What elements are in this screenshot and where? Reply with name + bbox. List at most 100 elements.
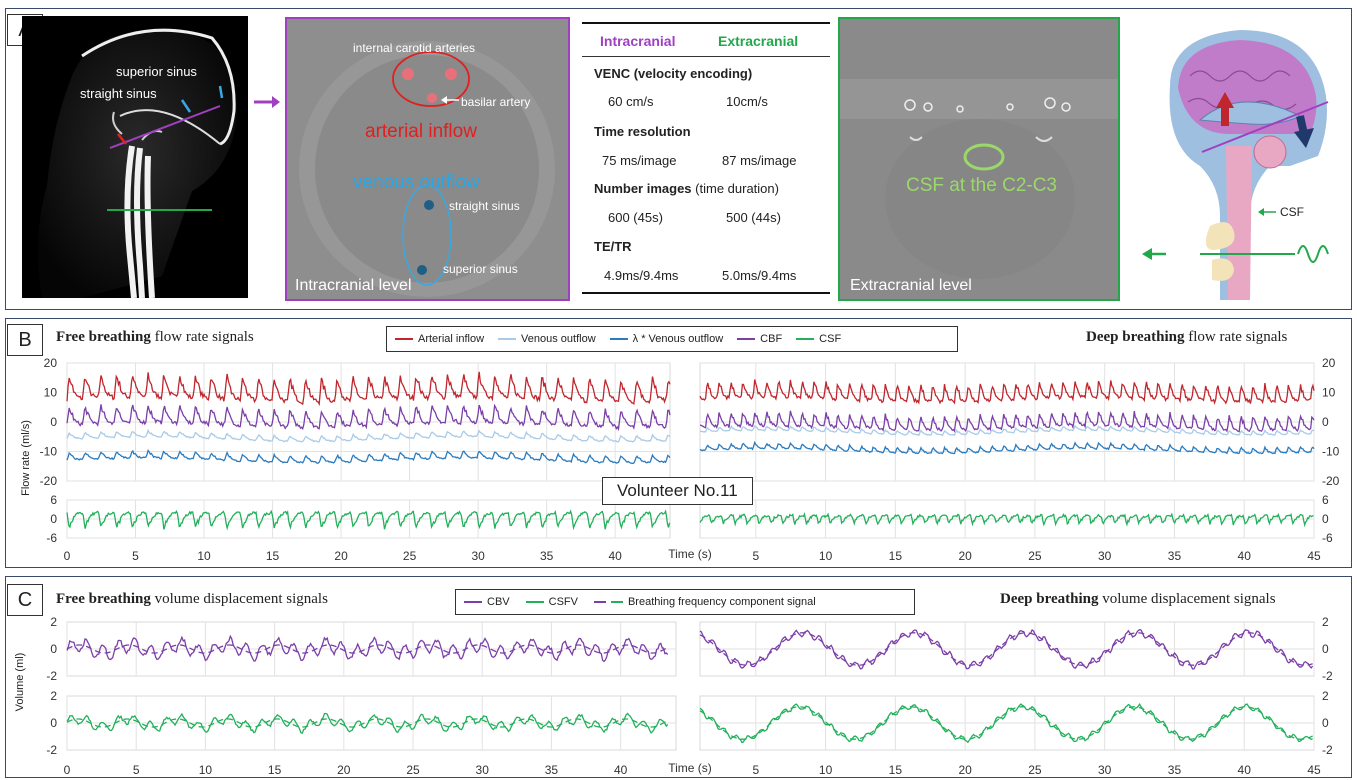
panel-b-title-right-rest: flow rate signals <box>1184 329 1288 345</box>
xtick-left-0: 0 <box>64 549 71 563</box>
ytick-left--20: -20 <box>40 474 58 488</box>
panel-b-ylabel: Flow rate (ml/s) <box>20 420 32 496</box>
panel-b-title-left-bold: Free breathing <box>56 329 151 345</box>
ytick-right-10: 10 <box>1322 386 1336 400</box>
xtick-right-5: 5 <box>752 549 759 563</box>
ytick-right--20: -20 <box>1322 474 1340 488</box>
xtick-right-40: 40 <box>1238 549 1252 563</box>
panel-c <box>5 576 1352 778</box>
panel-b <box>5 318 1352 568</box>
panel-b-title-right-bold: Deep breathing <box>1086 329 1185 345</box>
xtick-right-25: 25 <box>1028 763 1042 777</box>
xtick-left-40: 40 <box>614 763 628 777</box>
series-arterial-inflow-free <box>66 371 671 407</box>
xtick-left-35: 35 <box>540 549 554 563</box>
panel-c-title-left: Free breathing volume displacement signa… <box>56 591 328 608</box>
xtick-left-20: 20 <box>337 763 351 777</box>
xtick-left-5: 5 <box>133 763 140 777</box>
panel-c-title-left-rest: volume displacement signals <box>150 591 328 607</box>
ytick-left-0: 0 <box>50 415 57 429</box>
xtick-right-35: 35 <box>1168 763 1182 777</box>
ytick-left-top--2: -2 <box>46 669 57 683</box>
csf-diagram-label: CSF <box>1280 205 1304 219</box>
table-row-venc-v2: 10cm/s <box>726 94 768 109</box>
ytick-left-bottom-2: 2 <box>50 689 57 703</box>
series-cbv-free <box>66 634 669 663</box>
xtick-right-30: 30 <box>1098 763 1112 777</box>
table-row-time-header: Time resolution <box>594 124 691 139</box>
legend-csfv: CSFV <box>525 596 578 608</box>
panel-b-title-right: Deep breathing flow rate signals <box>1086 329 1287 346</box>
xtick-right-25: 25 <box>1028 549 1042 563</box>
xtick-left-30: 30 <box>476 763 490 777</box>
series-arterial-inflow-deep <box>699 379 1315 405</box>
panel-c-legend: CBV CSFV Breathing frequency component s… <box>455 589 915 615</box>
ytick-left-20: 20 <box>44 356 58 370</box>
ytick-right-bottom-0: 0 <box>1322 512 1329 526</box>
table-row-venc-v1: 60 cm/s <box>608 94 654 109</box>
panel-b-title-left-rest: flow rate signals <box>150 329 254 345</box>
panel-c-title-right-bold: Deep breathing <box>1000 591 1099 607</box>
series-cbf-deep <box>699 410 1315 433</box>
legend-lambda-venous: λ * Venous outflow <box>609 333 723 345</box>
series-venous-outflow-free <box>66 428 671 443</box>
xtick-right-40: 40 <box>1238 763 1252 777</box>
ytick-right-bottom--2: -2 <box>1322 743 1333 757</box>
ytick-left-10: 10 <box>44 386 58 400</box>
panel-c-title-right: Deep breathing volume displacement signa… <box>1000 591 1276 608</box>
xtick-right-30: 30 <box>1098 549 1112 563</box>
series-cbf-free <box>66 403 671 432</box>
straight-sinus-image-label: straight sinus <box>449 199 520 213</box>
series-csf-deep <box>699 512 1314 528</box>
intracranial-level-label: Intracranial level <box>295 277 412 294</box>
ytick-left-bottom-0: 0 <box>50 716 57 730</box>
xtick-left-25: 25 <box>403 549 417 563</box>
xtick-left-20: 20 <box>334 549 348 563</box>
xtick-left-30: 30 <box>471 549 485 563</box>
arterial-inflow-label: arterial inflow <box>365 121 477 142</box>
panel-c-title-left-bold: Free breathing <box>56 591 151 607</box>
table-row-venc-header: VENC (velocity encoding) <box>594 66 753 81</box>
table-row-number-header-bold: Number images <box>594 181 692 196</box>
table-row-tetr-v2: 5.0ms/9.4ms <box>722 268 797 283</box>
legend-arterial-inflow: Arterial inflow <box>395 333 484 345</box>
legend-csfv-label: CSFV <box>548 596 578 608</box>
ytick-right-20: 20 <box>1322 356 1336 370</box>
table-col-intracranial: Intracranial <box>600 33 676 49</box>
table-row-number-header: Number images (time duration) <box>594 181 779 196</box>
superior-sinus-image-label: superior sinus <box>443 262 518 276</box>
series-cbv-deep <box>699 628 1314 670</box>
legend-csf-label: CSF <box>819 333 842 345</box>
table-row-tetr-header: TE/TR <box>594 239 632 254</box>
table-col-extracranial: Extracranial <box>718 33 799 49</box>
xtick-right-20: 20 <box>958 549 972 563</box>
ytick-left-bottom--6: -6 <box>46 531 57 545</box>
series-csfv-free <box>66 712 669 734</box>
xtick-left-10: 10 <box>199 763 213 777</box>
ytick-left-bottom-6: 6 <box>50 493 57 507</box>
table-row-number-v2: 500 (44s) <box>726 210 781 225</box>
table-row-time-v1: 75 ms/image <box>602 153 677 168</box>
ytick-right-bottom-0: 0 <box>1322 716 1329 730</box>
ytick-left--10: -10 <box>40 445 58 459</box>
volunteer-label: Volunteer No.11 <box>602 477 753 505</box>
legend-cbv: CBV <box>464 596 510 608</box>
superior-sinus-label: superior sinus <box>116 64 197 79</box>
sagittal-angiogram: superior sinus straight sinus <box>22 16 248 298</box>
panel-c-title-right-rest: volume displacement signals <box>1098 591 1276 607</box>
series-csf-free <box>66 509 671 531</box>
ytick-right-top-2: 2 <box>1322 615 1329 629</box>
table-row-tetr-v1: 4.9ms/9.4ms <box>604 268 679 283</box>
series-csfv-deep <box>699 702 1313 744</box>
legend-venous-outflow-label: Venous outflow <box>521 333 596 345</box>
legend-cbv-label: CBV <box>487 596 510 608</box>
legend-arterial-inflow-label: Arterial inflow <box>418 333 485 345</box>
legend-venous-outflow: Venous outflow <box>498 333 596 345</box>
panel-a <box>5 8 1352 310</box>
series--venous-outflow-deep <box>699 440 1315 455</box>
panel-c-chart: 2 20 0-2 -22 20 0-2 -20 5 10 15 20 25 30 35 40 5 10 15 20 2… <box>46 615 1333 777</box>
xtick-right-45: 45 <box>1307 763 1321 777</box>
ytick-left-bottom-0: 0 <box>50 512 57 526</box>
extracranial-level-label: Extracranial level <box>850 277 972 294</box>
xtick-right-45: 45 <box>1307 549 1321 563</box>
